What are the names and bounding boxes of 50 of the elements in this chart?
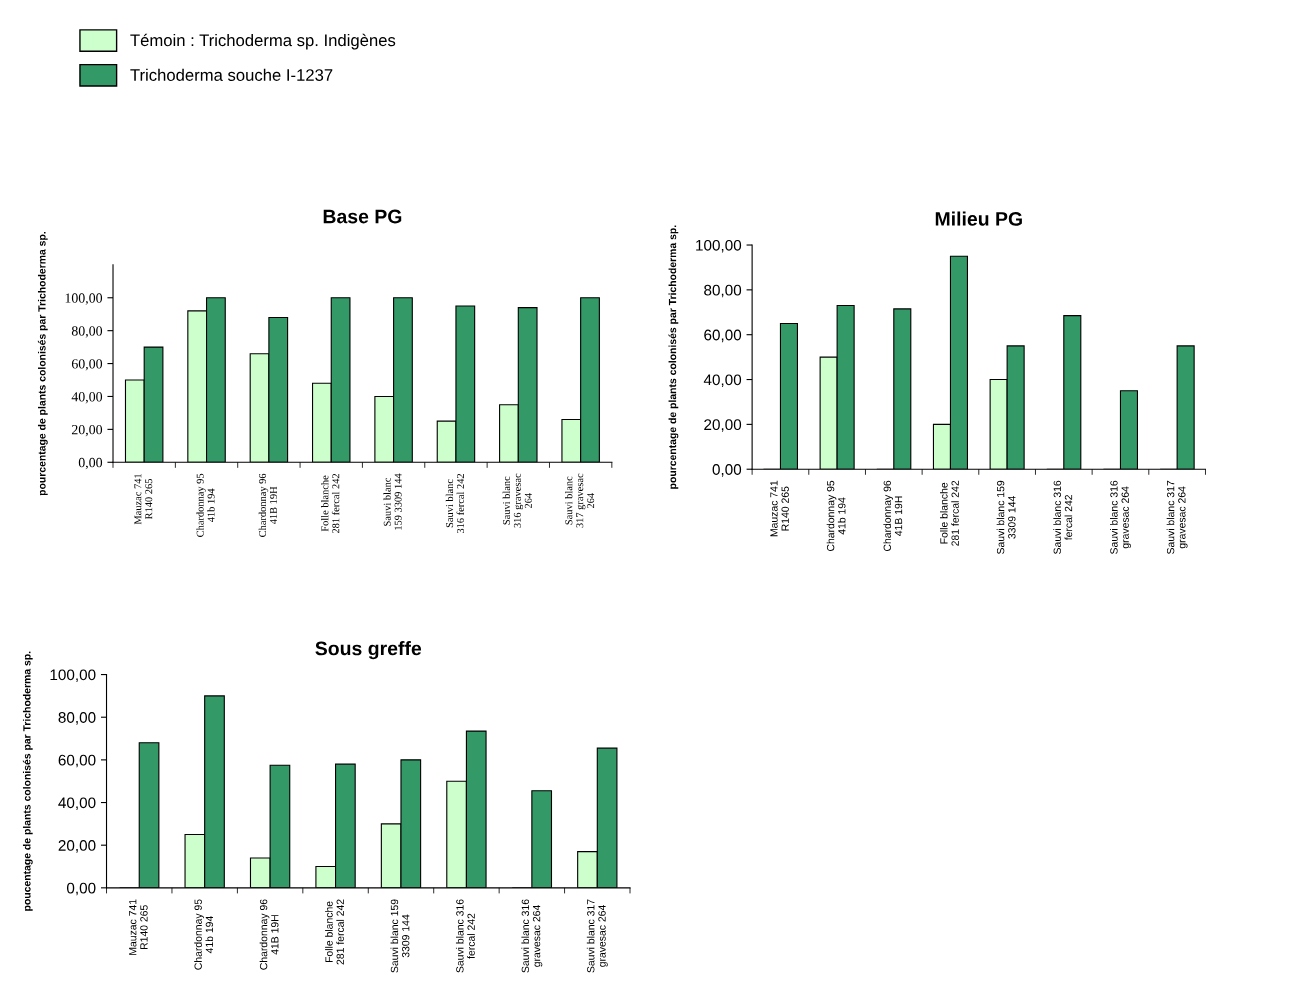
x-tick-label: Sauvi blanc 317 gravesac 264: [565, 473, 595, 528]
x-tick-label: Chardonnay 95 41b 194: [196, 473, 215, 537]
y-tick-label: 60,00: [704, 329, 742, 343]
chart-title: Milieu PG: [935, 211, 1022, 226]
x-tick-label: Sauvi blanc 159 3309 144: [383, 473, 402, 530]
x-tick-label: Sauvi blanc 316 gravesac 264: [1110, 480, 1131, 554]
y-axis-title: pourcentage de plants colonisés par Trichoderma sp.: [37, 232, 48, 496]
y-axis-title: poucentage de plants colonisés par Trichoderma sp.: [22, 651, 33, 911]
legend-label: Témoin : Trichoderma sp. Indigènes: [130, 33, 396, 50]
x-tick-label: Mauzac 741 R140 265: [770, 480, 789, 537]
x-tick-label: Sauvi blanc 317 gravesac 264: [1166, 480, 1188, 554]
x-tick-label: Sauvi blanc 316 fercal 242: [455, 899, 475, 973]
x-tick-label: Chardonnay 96 41B 19H: [883, 480, 903, 552]
x-tick-label: Mauzac 741 R140 265: [134, 474, 153, 525]
y-tick-label: 20,00: [71, 424, 103, 437]
x-tick-label: Folle blanche 281 fercal 242: [940, 480, 959, 546]
y-tick-label: 60,00: [71, 359, 103, 371]
y-tick-label: 100,00: [696, 239, 742, 253]
y-axis-title: pourcentage de plants colonisés par Trichoderma sp.: [668, 225, 679, 489]
y-tick-label: 100,00: [65, 293, 103, 305]
y-tick-label: 100,00: [50, 669, 96, 683]
x-tick-label: Mauzac 741 R140 265: [129, 899, 148, 955]
y-tick-label: 80,00: [71, 326, 103, 338]
x-tick-label: Sauvi blanc 316 gravesac 264: [502, 473, 532, 528]
x-tick-label: Chardonnay 95 41b 194: [826, 480, 846, 552]
legend-label: Trichoderma souche I-1237: [130, 68, 333, 81]
x-tick-label: Chardonnay 96 41B 19H: [258, 473, 277, 537]
x-tick-label: Folle blanche 281 fercal 242: [321, 473, 340, 534]
x-tick-label: Sauvi blanc 316 fercal 242: [445, 473, 464, 534]
x-tick-label: Sauvi blanc 159 3309 144: [390, 899, 410, 973]
x-tick-label: Chardonnay 96 41B 19H: [259, 899, 279, 970]
x-tick-label: Sauvi blanc 316 fercal 242: [1053, 480, 1073, 554]
x-tick-label: Sauvi blanc 317 gravesac 264: [586, 899, 608, 973]
x-tick-label: Chardonnay 95 41b 194: [194, 899, 214, 970]
y-tick-label: 40,00: [71, 392, 103, 404]
x-tick-label: Folle blanche 281 fercal 242: [325, 899, 344, 965]
y-tick-label: 80,00: [58, 712, 96, 725]
y-tick-label: 0,00: [712, 464, 742, 477]
x-tick-label: Sauvi blanc 316 gravesac 264: [521, 899, 543, 973]
y-tick-label: 80,00: [704, 284, 742, 298]
y-tick-label: 20,00: [58, 840, 96, 853]
x-tick-label: Sauvi blanc 159 3309 144: [996, 480, 1016, 554]
y-tick-label: 20,00: [704, 419, 742, 432]
chart-title: Sous greffe: [315, 641, 422, 660]
y-tick-label: 60,00: [58, 754, 96, 768]
chart-title: Base PG: [323, 209, 402, 224]
y-tick-label: 40,00: [703, 374, 742, 388]
y-tick-label: 0,00: [78, 457, 103, 470]
y-tick-label: 40,00: [58, 797, 96, 811]
y-tick-label: 0,00: [66, 882, 96, 896]
